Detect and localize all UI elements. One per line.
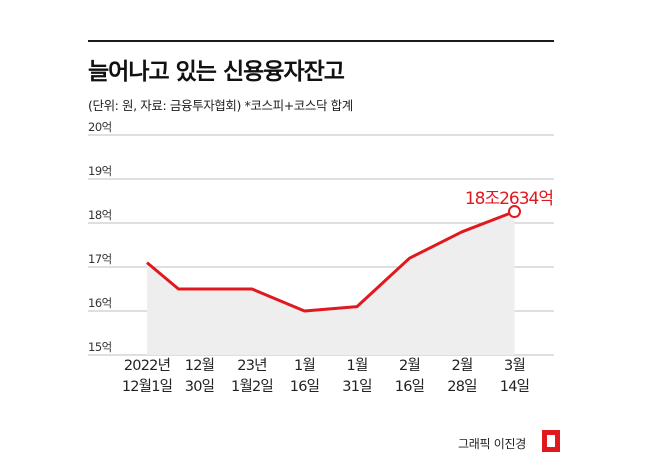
graphic-credit: 그래픽 이진경 bbox=[458, 437, 526, 451]
title-rule bbox=[88, 40, 554, 42]
x-tick-label: 16일 bbox=[290, 378, 319, 395]
x-tick-label: 12월1일 bbox=[122, 378, 172, 395]
x-tick-label: 30일 bbox=[185, 378, 214, 395]
y-tick-label: 18억 bbox=[88, 208, 112, 222]
y-tick-label: 15억 bbox=[88, 340, 112, 354]
y-tick-label: 19억 bbox=[88, 164, 112, 178]
x-tick-label: 2월 bbox=[399, 357, 420, 374]
chart-title: 늘어나고 있는 신용융자잔고 bbox=[88, 59, 345, 85]
y-tick-label: 16억 bbox=[88, 296, 112, 310]
x-tick-label: 1월 bbox=[347, 357, 368, 374]
x-tick-label: 23년 bbox=[237, 357, 266, 374]
series-line bbox=[146, 210, 516, 313]
highlight-point bbox=[508, 205, 521, 219]
y-tick-label: 20억 bbox=[88, 120, 112, 134]
x-tick-label: 2월 bbox=[452, 357, 473, 374]
chart-subtitle: (단위: 원, 자료: 금융투자협회) *코스피+코스닥 합계 bbox=[88, 98, 353, 113]
x-tick-label: 12월 bbox=[185, 357, 214, 374]
y-tick-label: 17억 bbox=[88, 252, 112, 266]
x-tick-label: 2022년 bbox=[124, 357, 170, 374]
x-tick-label: 14일 bbox=[500, 378, 529, 395]
x-tick-label: 28일 bbox=[447, 378, 476, 395]
x-tick-label: 31일 bbox=[342, 378, 371, 395]
highlight-value-label: 18조2634억 bbox=[465, 189, 553, 209]
x-tick-label: 3월 bbox=[504, 357, 525, 374]
area-fill bbox=[147, 211, 515, 355]
publisher-logo-icon bbox=[542, 430, 560, 452]
x-tick-label: 1월 bbox=[294, 357, 315, 374]
x-tick-label: 16일 bbox=[395, 378, 424, 395]
x-tick-label: 1월2일 bbox=[231, 378, 273, 395]
